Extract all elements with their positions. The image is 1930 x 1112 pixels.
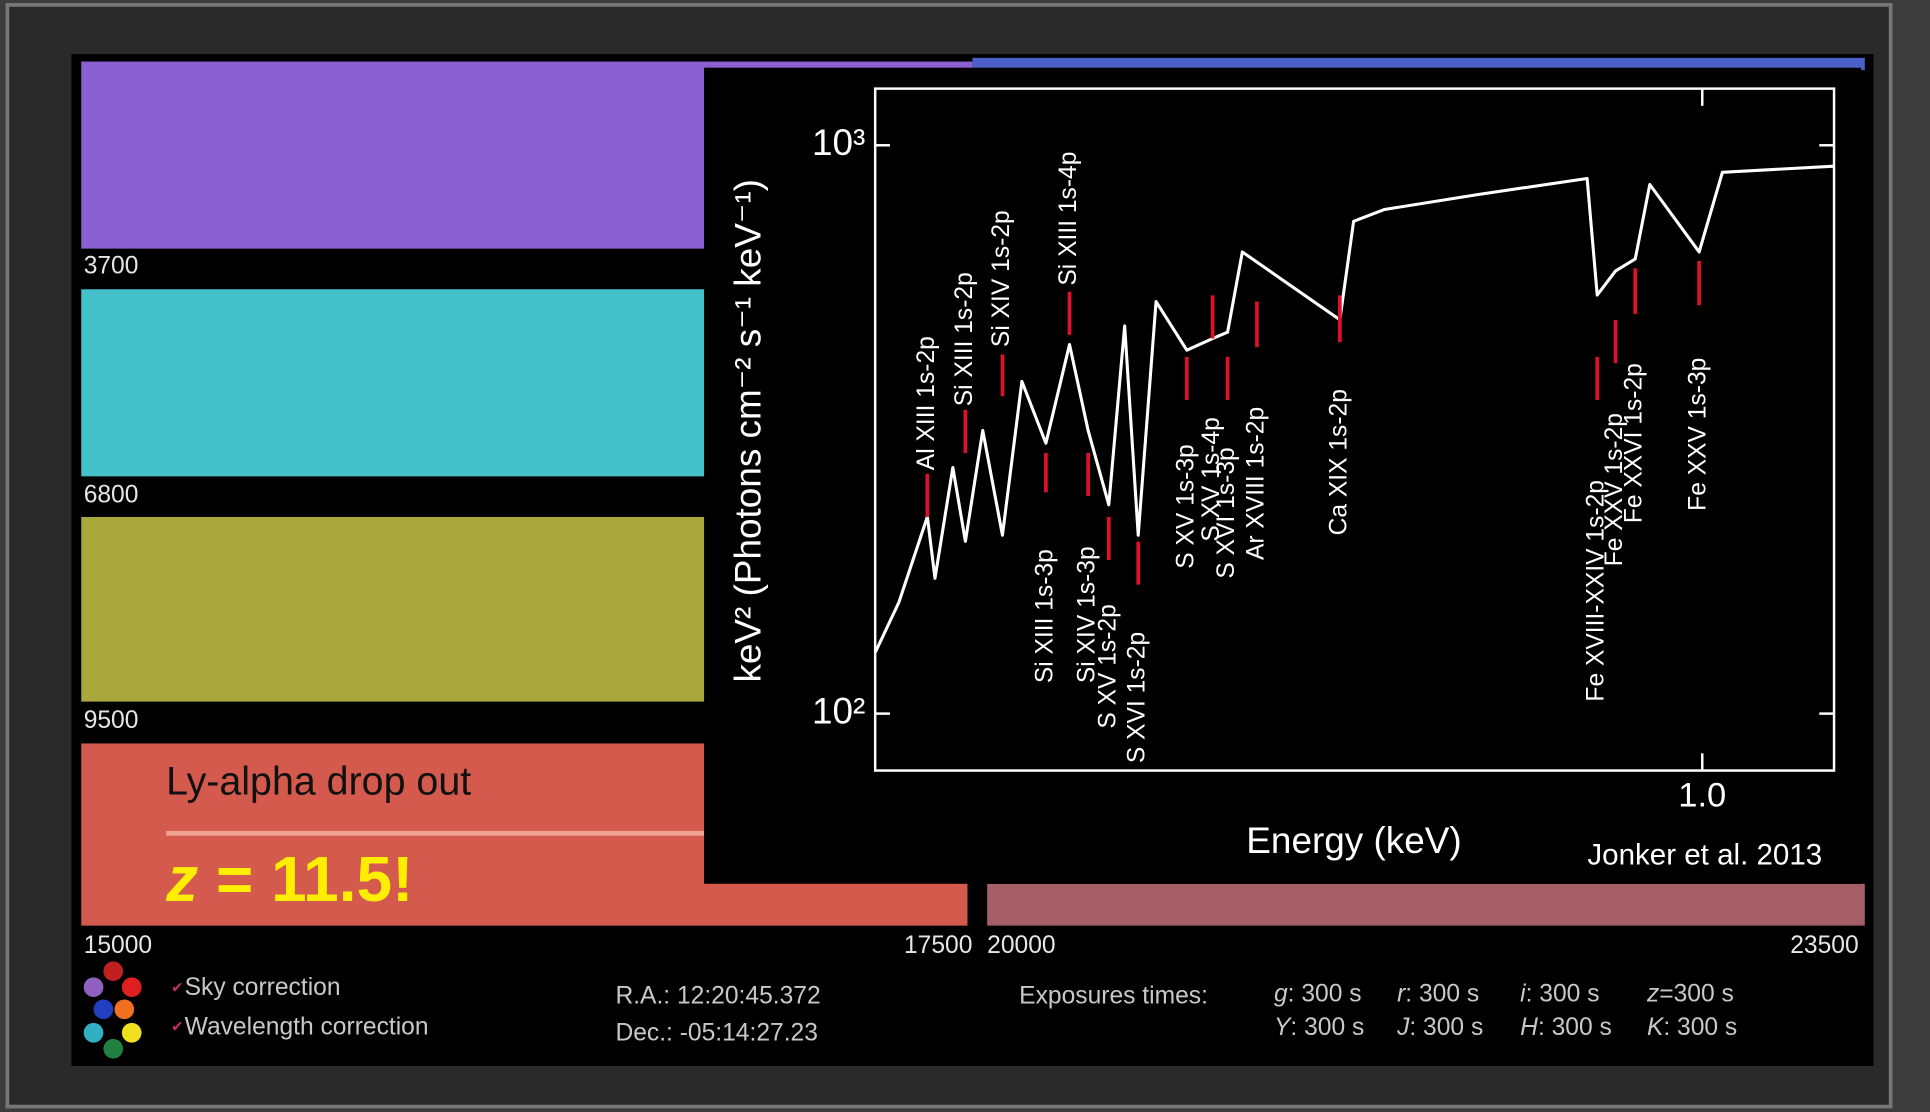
wavelength-label: 20000 <box>987 932 1055 959</box>
line-label: Si XIII 1s-4p <box>1055 152 1082 286</box>
x-tick-label: 1.0 <box>1678 777 1726 815</box>
band: Y <box>1274 1013 1292 1040</box>
time: : 300 s <box>1288 980 1362 1007</box>
credit: Jonker et al. 2013 <box>1587 839 1822 872</box>
line-label: S XVI 1s-2p <box>1124 632 1151 763</box>
time: : 300 s <box>1405 980 1479 1007</box>
line-label: Ca XIX 1s-2p <box>1325 389 1352 535</box>
time: =300 s <box>1659 980 1734 1007</box>
wavelength-label: 3700 <box>84 253 139 280</box>
dot <box>94 999 114 1019</box>
dot <box>122 977 142 997</box>
line-label: Si XIV 1s-2p <box>988 210 1015 347</box>
dot <box>84 977 104 997</box>
exposure: J: 300 s <box>1396 1013 1483 1040</box>
y-tick-label: 10² <box>812 690 865 731</box>
exposure: g: 300 s <box>1274 980 1362 1007</box>
wavelength-label: 6800 <box>84 482 139 509</box>
option[interactable]: Sky correction <box>185 974 341 1001</box>
line-label: Al XIII 1s-2p <box>913 336 940 470</box>
dot <box>122 1023 142 1043</box>
line-label: Fe XXV 1s-3p <box>1685 358 1712 511</box>
line-label: Ar XVIII 1s-2p <box>1242 407 1269 560</box>
wavelength-label: 23500 <box>1790 932 1858 959</box>
band: z <box>1646 980 1659 1007</box>
exposure: Y: 300 s <box>1274 1013 1364 1040</box>
screen: 3700 6800 9500 15000 17500 20000 23500 L… <box>0 0 1930 1112</box>
wavelength-label: 17500 <box>904 932 972 959</box>
annotation-text: Ly-alpha drop out <box>166 759 471 803</box>
band: g <box>1274 980 1288 1007</box>
dot <box>114 999 134 1019</box>
exposure: r: 300 s <box>1397 980 1479 1007</box>
time: : 300 s <box>1526 980 1600 1007</box>
redshift: z = 11.5! <box>165 843 413 915</box>
line-label: S XV 1s-3p <box>1172 444 1199 568</box>
x-axis-label: Energy (keV) <box>1246 820 1461 861</box>
checkbox[interactable]: ✔ <box>171 980 183 996</box>
wavelength-label: 15000 <box>84 932 152 959</box>
option[interactable]: Wavelength correction <box>185 1013 429 1040</box>
line-label: Si XIII 1s-3p <box>1031 549 1058 683</box>
dot <box>103 1039 123 1059</box>
band: K <box>1647 1013 1665 1040</box>
line-label: Si XIII 1s-2p <box>951 272 978 406</box>
content: 3700 6800 9500 15000 17500 20000 23500 L… <box>7 5 1890 1107</box>
strip-mauve <box>987 884 1865 926</box>
checkbox[interactable]: ✔ <box>171 1020 183 1036</box>
band: J <box>1396 1013 1410 1040</box>
ra: R.A.: 12:20:45.372 <box>615 983 820 1010</box>
exposure: i: 300 s <box>1520 980 1599 1007</box>
exposure-label: Exposures times: <box>1019 983 1208 1010</box>
dec: Dec.: -05:14:27.23 <box>615 1019 817 1046</box>
dot <box>103 961 123 981</box>
time: : 300 s <box>1409 1013 1483 1040</box>
y-tick-label: 10³ <box>812 122 865 163</box>
time: : 300 s <box>1538 1013 1612 1040</box>
time: : 300 s <box>1290 1013 1364 1040</box>
y-axis-label: keV² (Photons cm⁻² s⁻¹ keV⁻¹) <box>728 179 769 682</box>
line-label: S XV 1s-2p <box>1094 604 1121 728</box>
exposure: z=300 s <box>1646 980 1734 1007</box>
inset-chart: keV² (Photons cm⁻² s⁻¹ keV⁻¹) Energy (ke… <box>704 68 1861 884</box>
exposure: H: 300 s <box>1520 1013 1612 1040</box>
line-label: Fe XXVI 1s-2p <box>1621 363 1648 523</box>
page: { "wavelength_labels": [3700, 6800, 9500… <box>0 0 1930 1112</box>
line-label: S XVI 1s-3p <box>1213 447 1240 578</box>
redshift-value: = 11.5! <box>198 843 413 915</box>
time: : 300 s <box>1663 1013 1737 1040</box>
redshift-symbol: z <box>165 843 198 915</box>
band: H <box>1520 1013 1538 1040</box>
exposure: K: 300 s <box>1647 1013 1737 1040</box>
dot <box>84 1023 104 1043</box>
wavelength-label: 9500 <box>84 707 139 734</box>
